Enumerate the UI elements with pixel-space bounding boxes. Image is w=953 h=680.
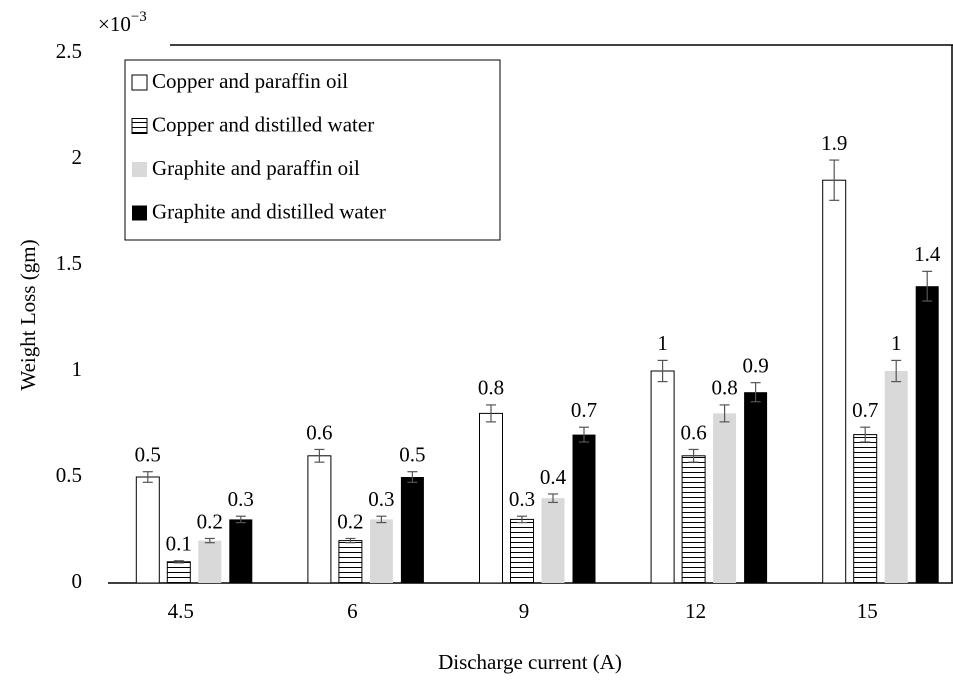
legend-box [124,59,501,241]
bar [650,370,675,584]
bar [822,179,847,584]
x-tick-label: 15 [857,599,878,623]
y-tick-label: 0.5 [56,463,82,487]
bar [713,413,737,583]
y-multiplier: ×10−3 [98,9,147,35]
data-label: 1.4 [914,242,941,266]
bar [338,540,363,584]
bar [166,561,191,584]
bar [479,412,503,584]
bar [135,476,160,584]
data-label: 0.9 [742,353,768,377]
y-axis-title: Weight Loss (gm) [16,239,40,390]
bar [853,434,878,584]
legend-label: Copper and paraffin oil [152,69,348,93]
y-tick-label: 1 [72,357,83,381]
data-label: 0.3 [228,487,254,511]
legend-label: Copper and distilled water [152,112,374,136]
multiplier-exponent: −3 [131,9,147,25]
data-label: 0.4 [540,465,567,489]
data-label: 0.3 [368,487,394,511]
data-label: 0.8 [478,376,504,400]
data-label: 0.8 [711,376,737,400]
bar [541,498,565,583]
bar [681,455,706,584]
data-label: 0.7 [571,398,597,422]
y-tick-label: 2 [72,145,83,169]
data-label: 0.6 [680,420,706,444]
x-tick-label: 6 [347,599,358,623]
data-label: 0.7 [852,398,878,422]
bar [744,392,768,583]
legend-swatch [131,74,148,91]
x-tick-label: 9 [519,599,530,623]
data-label: 0.6 [306,420,332,444]
multiplier-base: ×10 [98,12,131,36]
data-label: 0.2 [197,509,223,533]
y-tick-label: 2.5 [56,39,82,63]
y-tick-label: 1.5 [56,251,82,275]
bar [198,540,222,583]
x-tick-label: 12 [685,599,706,623]
bar [884,371,908,583]
data-label: 1 [891,331,902,355]
bar [400,477,424,583]
bar [510,518,534,584]
x-axis-title: Discharge current (A) [438,650,622,674]
legend-swatch [132,205,147,221]
data-label: 1 [657,331,668,355]
legend-label: Graphite and distilled water [152,199,386,223]
y-tick-label: 0 [72,569,83,593]
data-label: 0.1 [166,532,192,556]
data-label: 0.2 [337,509,363,533]
data-label: 0.5 [399,443,425,467]
legend: Copper and paraffin oil Copper and distil… [131,69,386,223]
data-label: 0.3 [509,487,535,511]
bar [307,455,332,584]
legend-label: Graphite and paraffin oil [152,156,360,180]
bar [229,519,253,583]
legend-swatch [131,118,148,134]
data-label: 1.9 [821,131,847,155]
bar [369,519,393,583]
x-tick-label: 4.5 [168,599,194,623]
bar [915,286,939,583]
data-label: 0.5 [135,443,161,467]
legend-swatch [132,162,147,177]
bar [572,434,596,583]
